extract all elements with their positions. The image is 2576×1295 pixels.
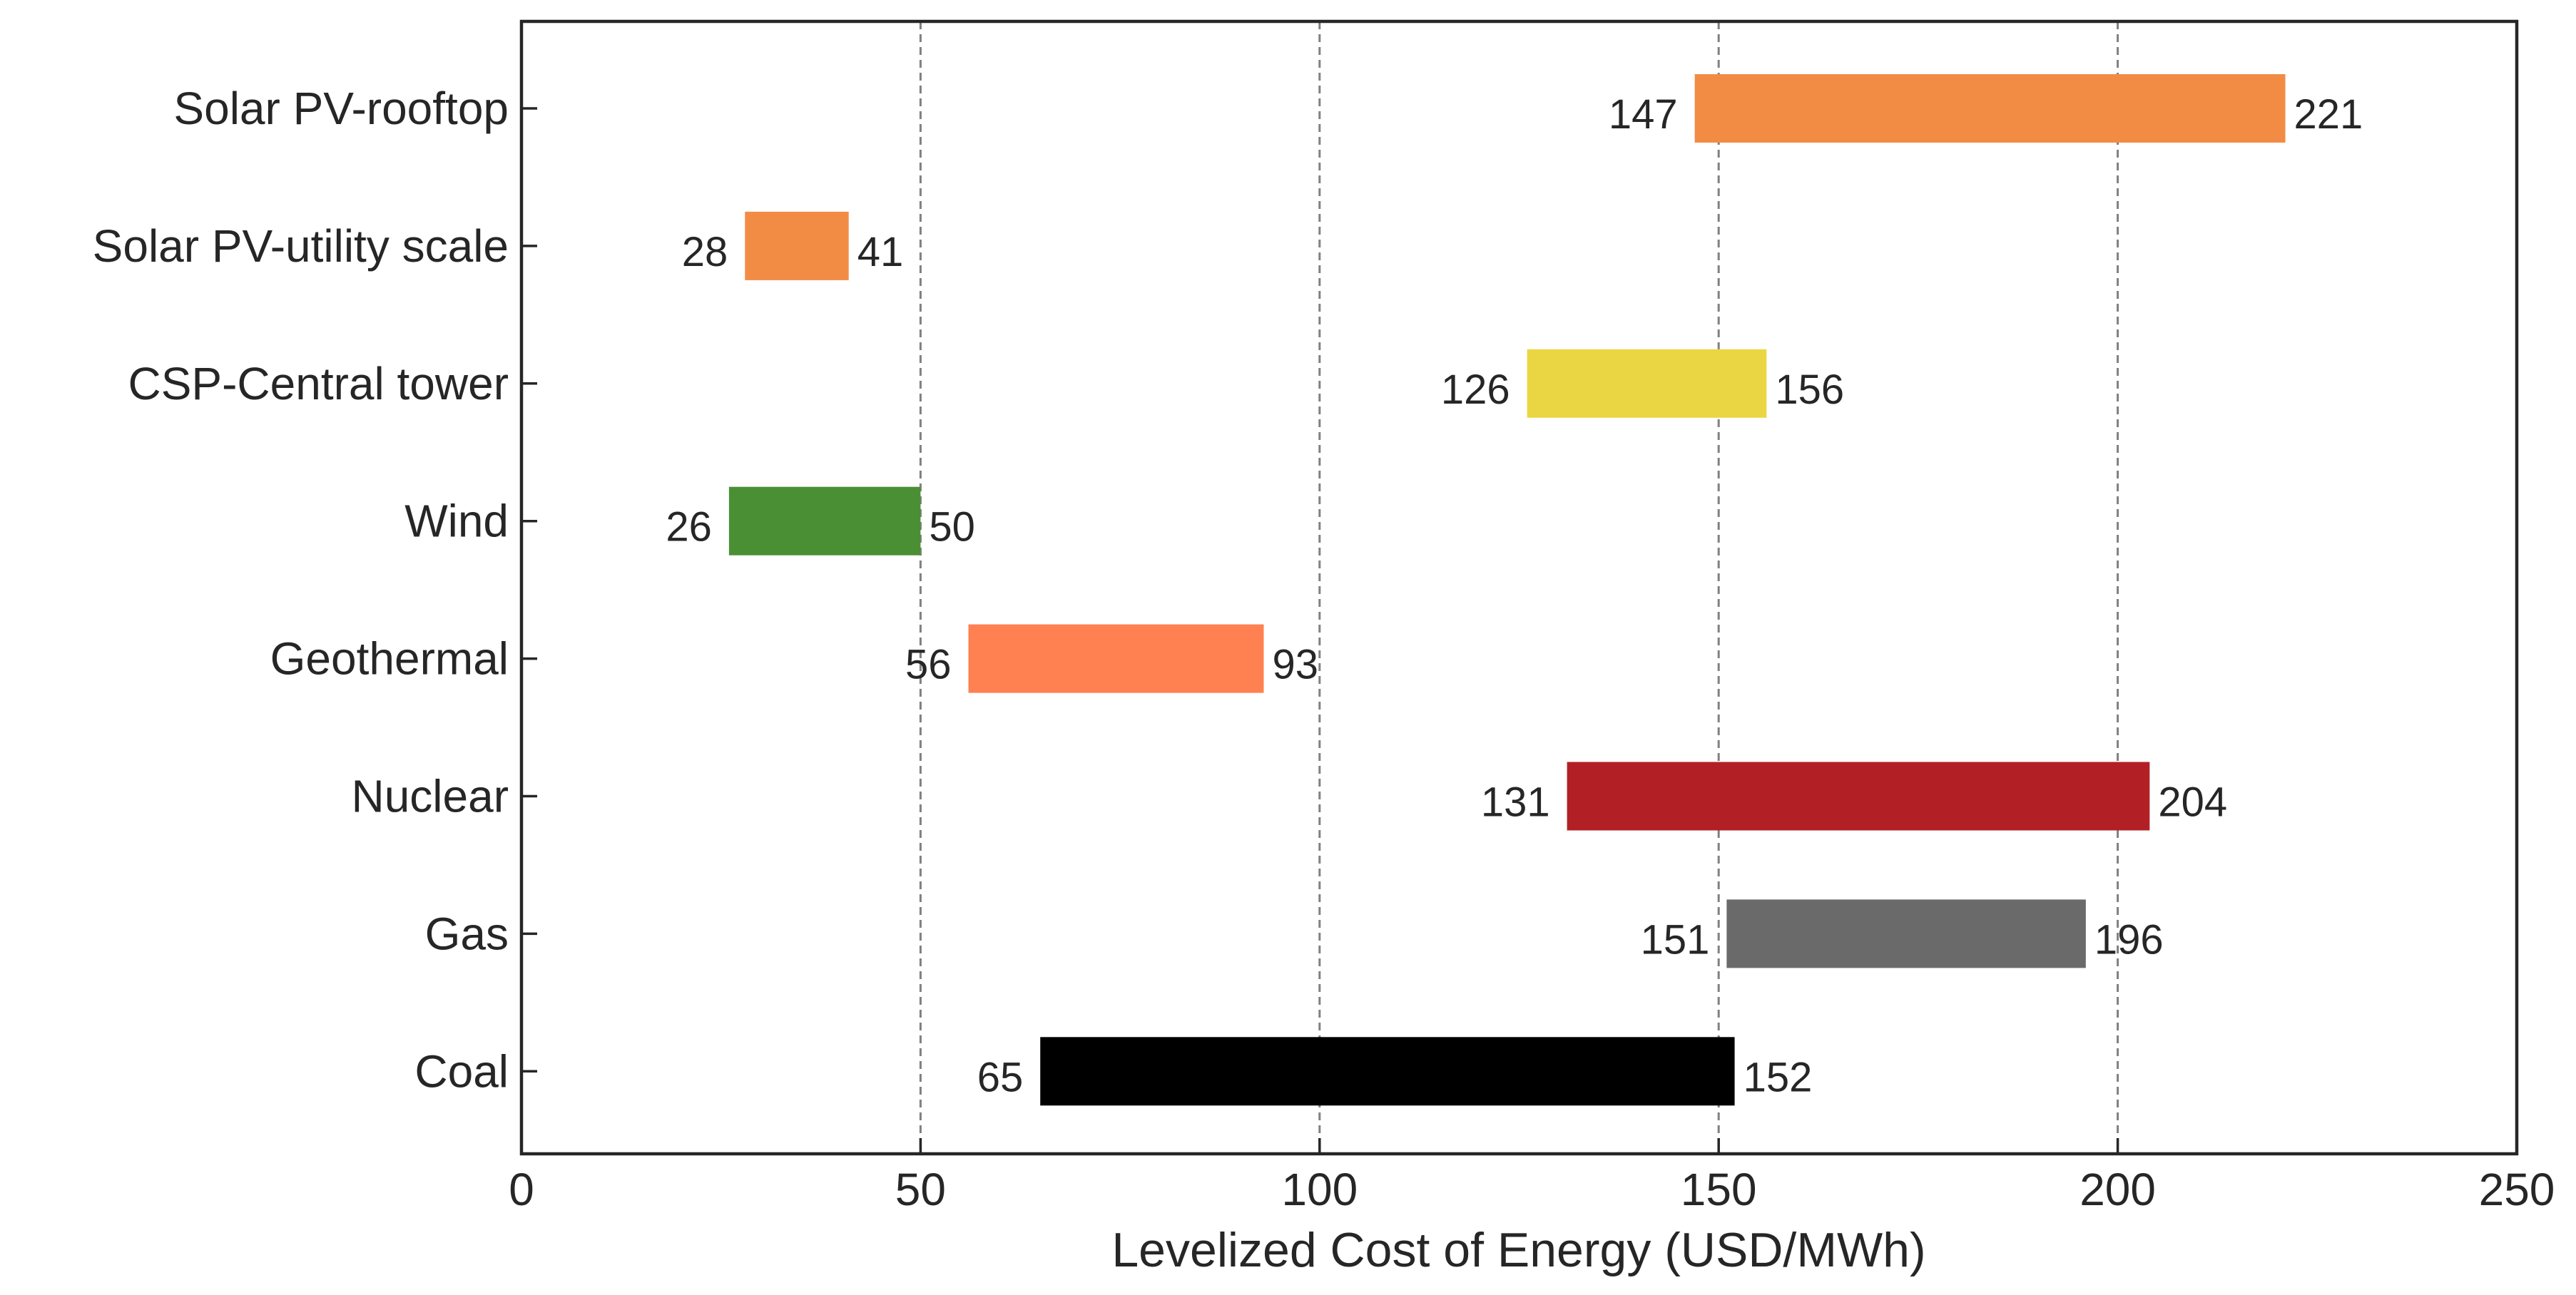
- y-tick-label-geothermal: Geothermal: [270, 633, 509, 685]
- high-value-label-wind: 50: [929, 504, 975, 551]
- x-tick-label-0: 0: [509, 1164, 534, 1215]
- x-tick-label-250: 250: [2479, 1164, 2555, 1215]
- y-tick-label-nuclear: Nuclear: [351, 771, 509, 822]
- y-tick-label-coal: Coal: [414, 1045, 509, 1097]
- range-bar-nuclear: [1567, 762, 2150, 831]
- y-axis: Solar PV-rooftop Solar PV-utility scale CS…: [93, 83, 537, 1097]
- high-value-label-solar-pv-rooftop: 221: [2294, 91, 2363, 138]
- x-axis: 0 50 100 150 200 250: [509, 1138, 2555, 1215]
- high-value-label-coal: 152: [1743, 1054, 1813, 1100]
- y-tick-label-gas: Gas: [425, 908, 509, 959]
- y-tick-label-csp-central-tower: CSP-Central tower: [128, 358, 509, 409]
- range-bar-wind: [728, 486, 921, 556]
- range-bar-solar-pv-utility-scale: [745, 211, 849, 280]
- low-value-label-geothermal: 56: [905, 642, 952, 688]
- low-value-label-solar-pv-utility-scale: 28: [682, 229, 728, 275]
- high-value-label-geothermal: 93: [1272, 642, 1318, 688]
- x-tick-label-50: 50: [895, 1164, 946, 1215]
- x-tick-label-200: 200: [2079, 1164, 2156, 1215]
- x-axis-title: Levelized Cost of Energy (USD/MWh): [1111, 1223, 1925, 1277]
- y-tick-label-wind: Wind: [404, 496, 509, 547]
- plot-frame: [519, 19, 2519, 1156]
- value-labels: 147 221 28 41 126 156 26 50 56 93 131 204 151 196 65 15…: [666, 91, 2363, 1100]
- low-value-label-nuclear: 131: [1481, 779, 1550, 826]
- y-tick-label-solar-pv-rooftop: Solar PV-rooftop: [173, 83, 509, 134]
- x-tick-label-150: 150: [1681, 1164, 1757, 1215]
- x-tick-label-100: 100: [1281, 1164, 1358, 1215]
- range-bar-geothermal: [968, 624, 1264, 693]
- high-value-label-csp-central-tower: 156: [1775, 367, 1844, 413]
- high-value-label-gas: 196: [2094, 916, 2164, 963]
- high-value-label-solar-pv-utility-scale: 41: [857, 229, 904, 275]
- low-value-label-solar-pv-rooftop: 147: [1609, 91, 1678, 138]
- range-bars: [728, 74, 2286, 1106]
- low-value-label-csp-central-tower: 126: [1441, 367, 1510, 413]
- high-value-label-nuclear: 204: [2158, 779, 2227, 826]
- gridlines: [919, 21, 2119, 1154]
- range-bar-solar-pv-rooftop: [1694, 74, 2286, 143]
- low-value-label-wind: 26: [666, 504, 712, 551]
- low-value-label-coal: 65: [977, 1054, 1024, 1100]
- range-bar-gas: [1726, 899, 2086, 968]
- y-tick-label-solar-pv-utility-scale: Solar PV-utility scale: [93, 220, 509, 272]
- range-bar-csp-central-tower: [1527, 349, 1767, 418]
- low-value-label-gas: 151: [1641, 916, 1710, 963]
- range-bar-coal: [1040, 1037, 1735, 1106]
